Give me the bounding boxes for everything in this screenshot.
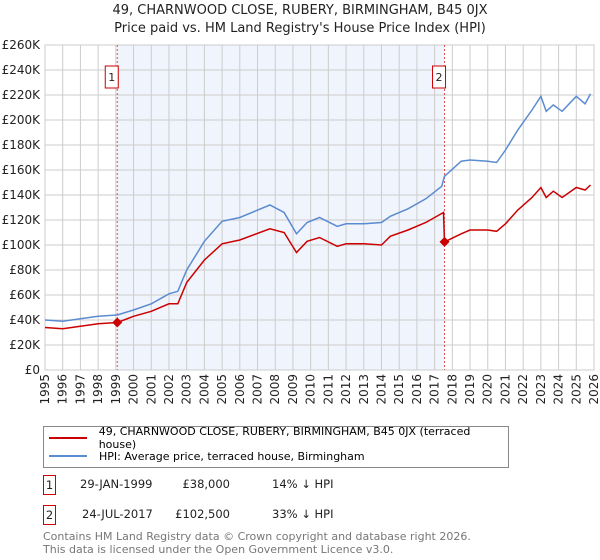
x-tick-label: 2010	[304, 374, 318, 405]
chart-title: 49, CHARNWOOD CLOSE, RUBERY, BIRMINGHAM,…	[112, 3, 488, 18]
sale-label-box	[432, 65, 447, 89]
y-tick-label: £160K	[2, 163, 42, 177]
y-tick-label: £100K	[2, 238, 42, 252]
transaction-price: £102,500	[175, 507, 230, 521]
chart-subtitle: Price paid vs. HM Land Registry's House …	[114, 21, 486, 36]
y-tick-label: £0	[25, 363, 40, 377]
x-tick-label: 2009	[286, 374, 300, 405]
x-tick-label: 1996	[56, 374, 70, 405]
x-tick-label: 2021	[498, 374, 512, 405]
x-tick-label: 2017	[428, 374, 442, 405]
transaction-hpi-diff: 14% ↓ HPI	[272, 477, 334, 491]
footer-copyright: Contains HM Land Registry data © Crown c…	[43, 530, 471, 543]
sale-point	[439, 236, 450, 247]
x-tick-label: 2007	[251, 374, 265, 405]
x-tick-label: 2004	[197, 374, 211, 405]
transaction-hpi-diff: 33% ↓ HPI	[272, 507, 334, 521]
x-tick-label: 1997	[73, 374, 87, 405]
x-tick-label: 1995	[38, 374, 52, 405]
shaded-ownership-period	[117, 45, 445, 370]
sale-label: 2	[436, 71, 443, 84]
x-tick-label: 2016	[410, 374, 424, 405]
transaction-date: 29-JAN-1999	[80, 477, 153, 491]
legend-item-hpi: HPI: Average price, terraced house, Birm…	[44, 448, 365, 464]
transaction-row: 1 29-JAN-1999 £38,000 14% ↓ HPI	[43, 475, 443, 495]
x-tick-label: 1998	[91, 374, 105, 405]
y-tick-label: £60K	[9, 288, 41, 302]
x-tick-label: 2000	[127, 374, 141, 405]
transaction-date: 24-JUL-2017	[82, 507, 153, 521]
x-tick-label: 2001	[144, 374, 158, 405]
legend-label-property: 49, CHARNWOOD CLOSE, RUBERY, BIRMINGHAM,…	[98, 425, 471, 451]
x-tick-label: 2019	[463, 374, 477, 405]
x-tick-label: 2005	[215, 374, 229, 405]
x-tick-label: 2006	[233, 374, 247, 405]
y-tick-label: £40K	[9, 313, 41, 327]
y-tick-label: £120K	[2, 213, 42, 227]
y-tick-label: £20K	[9, 338, 41, 352]
transaction-row: 2 24-JUL-2017 £102,500 33% ↓ HPI	[43, 505, 443, 525]
sale-point	[112, 317, 123, 328]
footer-licence: This data is licensed under the Open Gov…	[43, 543, 394, 556]
x-tick-label: 2018	[445, 374, 459, 405]
legend-red-line	[49, 437, 87, 439]
hpi-line	[44, 93, 592, 323]
transaction-marker: 1	[43, 475, 56, 495]
x-tick-label: 2011	[321, 374, 335, 405]
y-tick-label: £260K	[2, 38, 42, 52]
transaction-price: £38,000	[182, 477, 230, 491]
legend-label-hpi: HPI: Average price, terraced house, Birm…	[99, 449, 365, 463]
y-tick-label: £240K	[2, 63, 42, 77]
plot-frame	[44, 44, 595, 371]
x-tick-label: 2012	[339, 374, 353, 405]
x-tick-label: 2025	[569, 374, 583, 405]
y-tick-label: £140K	[2, 188, 42, 202]
x-tick-label: 2023	[534, 374, 548, 405]
legend-blue-line	[49, 455, 87, 457]
y-tick-label: £200K	[2, 113, 42, 127]
transaction-marker: 2	[43, 505, 56, 525]
x-tick-label: 2013	[357, 374, 371, 405]
x-tick-label: 2003	[180, 374, 194, 405]
x-tick-label: 2026	[587, 374, 600, 405]
x-tick-label: 1999	[109, 374, 123, 405]
y-tick-label: £180K	[2, 138, 42, 152]
y-tick-label: £80K	[9, 263, 41, 277]
x-tick-label: 2014	[374, 374, 388, 405]
x-tick-label: 2015	[392, 374, 406, 405]
price-paid-line	[44, 184, 592, 330]
x-tick-label: 2020	[481, 374, 495, 405]
x-tick-label: 2008	[268, 374, 282, 405]
sale-label: 1	[108, 71, 115, 84]
x-tick-label: 2002	[162, 374, 176, 405]
sale-label-box	[104, 65, 119, 89]
y-tick-label: £220K	[2, 88, 42, 102]
x-tick-label: 2024	[552, 374, 566, 405]
x-tick-label: 2022	[516, 374, 530, 405]
legend-item-property: 49, CHARNWOOD CLOSE, RUBERY, BIRMINGHAM,…	[44, 425, 508, 451]
price-chart: 1995 1996 1997 1998 1999 2000 2001 2002 2003 2004…	[2, 38, 600, 405]
legend: 49, CHARNWOOD CLOSE, RUBERY, BIRMINGHAM,…	[43, 425, 509, 468]
